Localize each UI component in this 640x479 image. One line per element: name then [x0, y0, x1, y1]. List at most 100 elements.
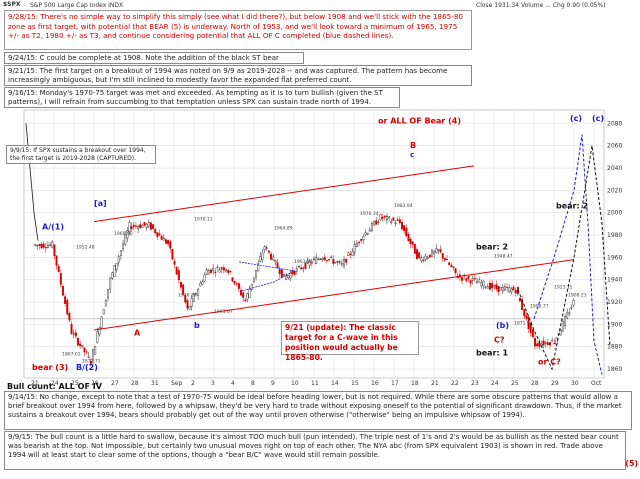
candle-body: [175, 267, 178, 275]
wave-label-or_c_q: or C?: [538, 358, 561, 367]
candle-body: [471, 278, 474, 281]
candle-body: [355, 243, 358, 247]
candle-body: [117, 256, 120, 263]
candle-body: [325, 259, 328, 261]
note-9-16: 9/16/15: Monday's 1970-75 target was met…: [4, 87, 400, 108]
candle-body: [164, 239, 167, 244]
candle-body: [381, 216, 384, 219]
candle-body: [424, 256, 427, 260]
y-axis: 1860 1880 1900 1920 1940 1960 1980 2000 2020 2040…: [607, 120, 622, 373]
x-tick-label-5: 28: [131, 380, 139, 387]
candle-body: [385, 215, 388, 221]
candle-body: [358, 241, 361, 243]
candle-body: [139, 224, 142, 229]
x-tick-label-23: 24: [491, 380, 499, 387]
candle-body: [94, 346, 97, 355]
header-symbol: $SPX: [3, 1, 21, 8]
candle-body: [527, 316, 530, 330]
candle-body: [173, 260, 176, 265]
candle-body: [248, 288, 251, 298]
candle-body: [566, 312, 569, 319]
candle-body: [244, 299, 247, 302]
candle-body: [233, 281, 236, 284]
candle-body: [152, 224, 155, 229]
candle-body: [465, 278, 468, 281]
candle-body: [212, 268, 215, 271]
candle-body: [59, 273, 62, 285]
candle-body: [469, 280, 472, 284]
candle-body: [218, 269, 221, 273]
wave-labels: bear (3) B/(2) A/(1) [a] Ab or ALL OF Bear (4…: [32, 114, 638, 468]
candle-body: [227, 270, 230, 274]
note-9-9: 9/9/15: The bull count is a little hard …: [4, 431, 626, 470]
wave-label-bear2_right: bear: 2: [556, 201, 588, 210]
wave-label-a1: A/(1): [42, 222, 64, 231]
header-name: S&P 500 Large Cap Index INDX: [30, 2, 124, 9]
x-axis: 21 24 25 26 27 28 31 Sep 2 3 4 8 9 10 11 14 15 16 17 18 21 22…: [31, 380, 602, 387]
y-tick-label-9: 2040: [607, 165, 622, 172]
candle-body: [570, 307, 573, 309]
candle-body: [418, 252, 421, 259]
candle-body: [265, 247, 268, 249]
candle-body: [564, 316, 567, 326]
candle-body: [289, 273, 292, 279]
candle-body: [323, 257, 326, 261]
candle-body: [360, 239, 363, 241]
y-tick-label-3: 1920: [607, 299, 622, 306]
candle-body: [77, 338, 79, 346]
candle-body: [330, 256, 333, 258]
candle-body: [368, 229, 371, 232]
candle-body: [388, 216, 391, 219]
x-tick-label-11: 8: [251, 380, 255, 387]
candle-body: [317, 258, 320, 261]
candle-body: [405, 227, 408, 236]
candle-body: [310, 262, 313, 264]
candle-body: [370, 222, 373, 231]
note-9-14: 9/14/15: No change, except to note that …: [4, 391, 632, 430]
candle-body: [315, 257, 318, 265]
candle-body: [439, 249, 442, 253]
x-tick-label-21: 22: [451, 380, 459, 387]
candle-body: [435, 248, 438, 254]
candle-body: [306, 260, 309, 264]
candle-body: [536, 343, 539, 347]
candle-body: [53, 244, 56, 257]
candle-body: [420, 257, 423, 262]
price-label-1: 1966.90: [114, 231, 133, 237]
candle-body: [340, 263, 343, 265]
candle-body: [111, 272, 114, 279]
candle-body: [272, 256, 275, 261]
candle-body: [525, 315, 528, 319]
x-tick-label-7: Sep: [171, 380, 183, 387]
candle-body: [390, 221, 393, 224]
candle-body: [74, 332, 77, 337]
x-tick-label-12: 9: [271, 380, 275, 387]
price-label-6: 1983.94: [394, 203, 413, 209]
wave-label-bear3: bear (3): [32, 363, 68, 372]
candle-body: [282, 273, 285, 276]
price-label-7: 1948.47: [494, 253, 513, 259]
candle-body: [68, 313, 71, 321]
candle-body: [274, 260, 277, 263]
candle-body: [149, 222, 152, 230]
candle-body: [169, 241, 172, 249]
candle-body: [561, 321, 564, 331]
candle-body: [270, 253, 273, 260]
candle-body: [491, 283, 494, 289]
candle-body: [452, 266, 455, 268]
candle-body: [403, 225, 406, 231]
candle-body: [313, 258, 315, 260]
candle-body: [100, 316, 103, 329]
candle-body: [428, 254, 431, 258]
candle-body: [347, 252, 350, 257]
candle-body: [49, 244, 52, 246]
candle-body: [263, 246, 266, 251]
candle-body: [546, 342, 549, 345]
wave-label-c_paren2: (c): [592, 114, 604, 123]
candle-body: [261, 252, 264, 260]
candle-body: [501, 287, 504, 292]
candle-body: [534, 338, 536, 347]
note-9-21: 9/21/15: The first target on a breakout …: [4, 65, 472, 86]
candle-body: [499, 287, 502, 291]
candle-body: [102, 309, 105, 315]
